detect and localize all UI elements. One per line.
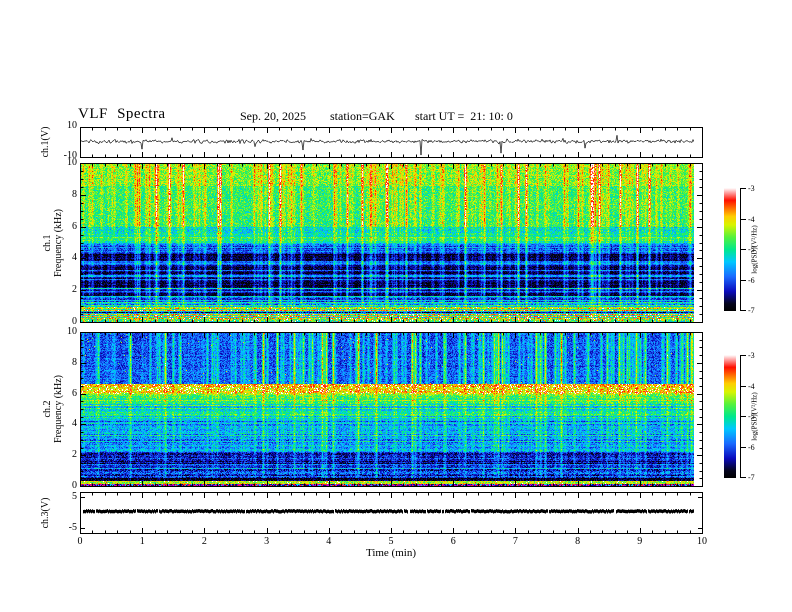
spec2-y-tick-label: 8 [72,356,77,368]
spec1-y-tick-label: 2 [72,284,77,296]
spec2-y-tick-label: 0 [72,480,77,491]
x-tick-label: 9 [637,536,643,547]
spec1-y-tick-label: 6 [72,220,77,232]
x-tick-label: 5 [388,536,394,547]
colorbar-1 [724,188,736,311]
x-tick-label: 6 [450,536,456,547]
x-tick-label: 4 [326,536,332,547]
ch1-y-tick-label: 10 [67,120,77,131]
x-tick-label: 0 [77,536,83,547]
colorbar-1-tick-label: -5 [748,245,755,254]
ch3-y-tick-label: -5 [68,522,77,534]
ch2-axis-line1: ch.2 [42,400,53,418]
colorbar-2-tick-label: -3 [748,351,755,360]
spec1-y-tick-label: 0 [72,316,77,327]
spec2-y-tick-label: 6 [72,387,77,399]
spec2-y-tick-label: 4 [72,418,77,430]
x-tick-label: 10 [697,536,707,547]
colorbar-1-tick-label: -6 [748,275,755,285]
colorbar-2-tick-label: -4 [748,381,755,391]
colorbar-2-tick-label: -6 [748,442,755,452]
colorbar-2-tick-label: -5 [748,412,755,421]
ch1-frequency-axis-title: ch.1 Frequency (kHz) [42,197,64,289]
spec2-y-tick-label: 2 [72,449,77,461]
spec1-y-tick-label: 10 [67,157,77,168]
time-axis-title: Time (min) [365,547,416,559]
spec1-y-tick-label: 8 [72,188,77,200]
x-tick-label: 8 [575,536,581,547]
colorbar-2-tick-label: -7 [748,473,755,482]
colorbar-1-tick-label: -4 [748,214,755,224]
x-tick-label: 3 [264,536,270,547]
ch1-axis-line2: Frequency (kHz) [53,208,64,278]
colorbar-1-tick-label: -7 [748,306,755,315]
colorbar-1-tick-label: -3 [748,184,755,193]
ch3-y-tick-label: 5 [72,490,77,502]
ch2-axis-line2: Frequency (kHz) [53,374,64,444]
x-tick-label: 2 [201,536,207,547]
ch1-axis-line1: ch.1 [42,234,53,252]
x-tick-label: 7 [512,536,518,547]
ch2-frequency-axis-title: ch.2 Frequency (kHz) [42,363,64,455]
spec2-y-tick-label: 10 [67,326,77,337]
spec1-y-tick-label: 4 [72,252,77,264]
colorbar-2 [724,355,736,478]
x-tick-label: 1 [139,536,145,547]
ch1-y-tick-label: -10 [63,150,77,161]
